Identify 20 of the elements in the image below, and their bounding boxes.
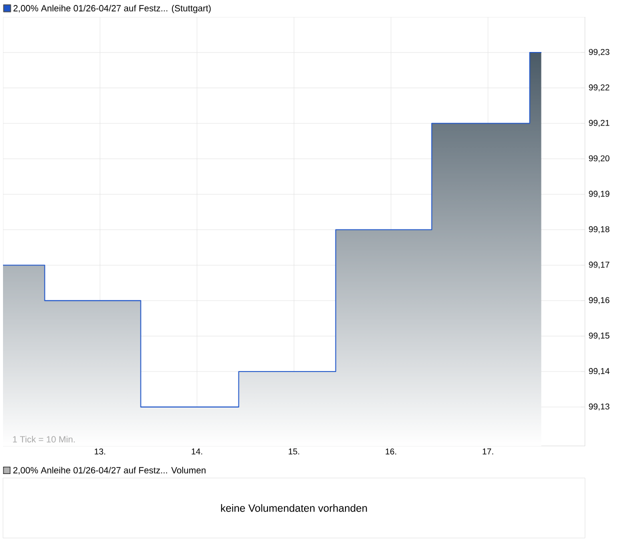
y-tick-label: 99,22 bbox=[588, 84, 610, 92]
text: 2,00% Anleihe 01/26-04/27 auf Festz... Volumen bbox=[13, 466, 206, 474]
y-tick-label: 99,14 bbox=[588, 368, 610, 376]
y-tick-label: 99,21 bbox=[588, 120, 610, 127]
x-tick-label: 15. bbox=[288, 448, 300, 454]
annotation: 1 Tick = 10 Min. bbox=[13, 436, 75, 442]
x-tick-label: 13. bbox=[94, 448, 106, 455]
x-tick-label: 16. bbox=[386, 448, 396, 455]
y-tick-label: 99,17 bbox=[588, 262, 610, 269]
x-tick-label: 14. bbox=[192, 448, 202, 454]
y-tick-label: 99,13 bbox=[588, 404, 610, 410]
text: keine Volumendaten vorhanden bbox=[221, 504, 367, 512]
y-tick-label: 99,18 bbox=[588, 226, 610, 234]
y-tick-label: 99,15 bbox=[588, 332, 610, 340]
y-tick-label: 99,23 bbox=[588, 48, 610, 56]
y-tick-label: 99,19 bbox=[588, 190, 610, 198]
y-tick-label: 99,16 bbox=[588, 297, 610, 304]
y-tick-label: 99,20 bbox=[588, 155, 610, 162]
legend-label: 2,00% Anleihe 01/26-04/27 auf Festz... (Stuttgart) bbox=[14, 4, 211, 14]
x-tick-label: 17. bbox=[482, 448, 494, 454]
